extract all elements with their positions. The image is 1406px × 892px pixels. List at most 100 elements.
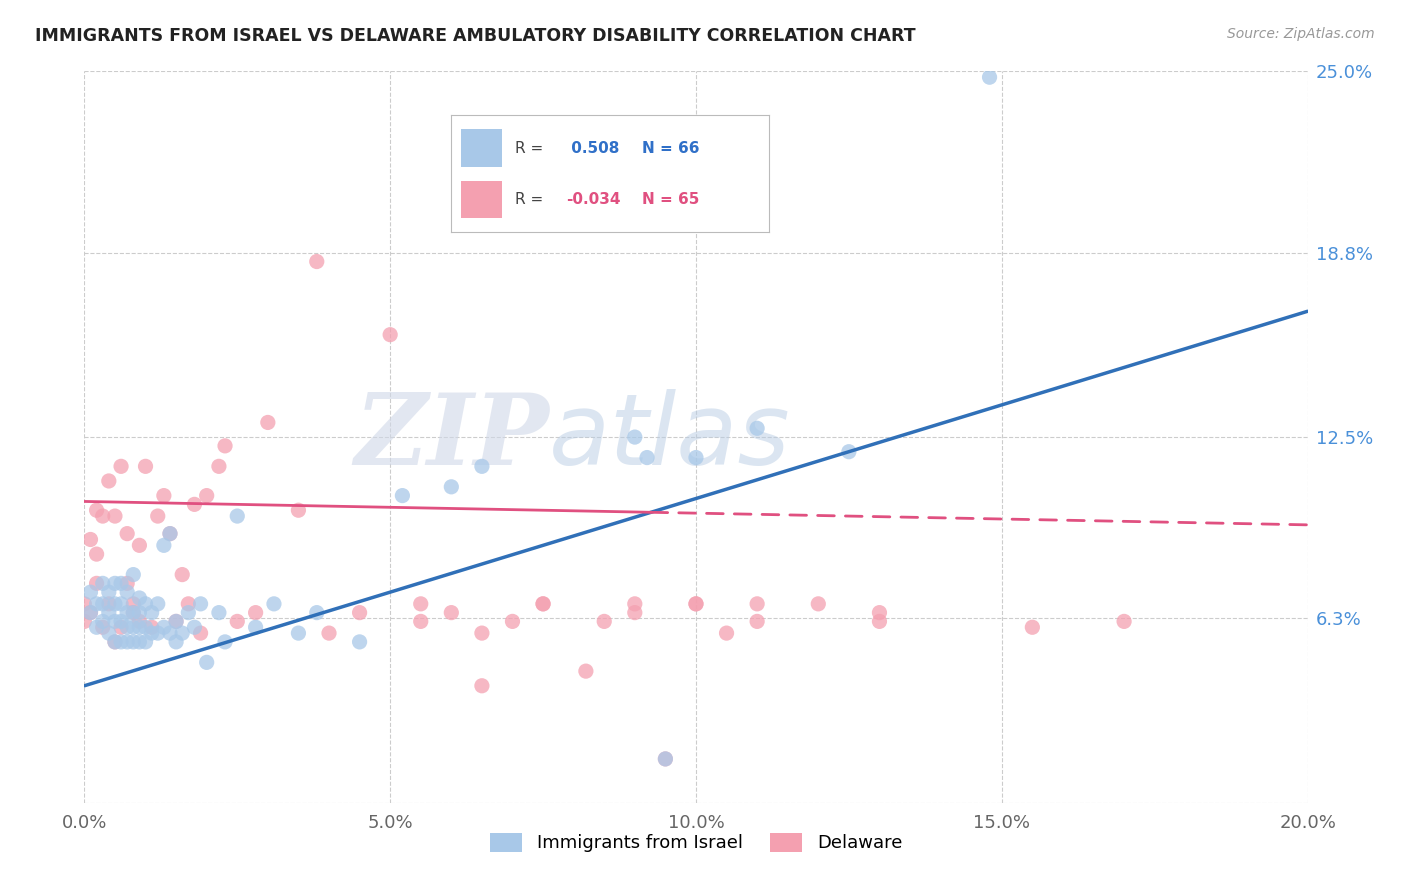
Text: atlas: atlas bbox=[550, 389, 790, 485]
Point bbox=[146, 597, 169, 611]
Point bbox=[654, 752, 676, 766]
Point bbox=[716, 626, 738, 640]
Point bbox=[97, 626, 120, 640]
Point bbox=[91, 615, 114, 629]
Text: ZIP: ZIP bbox=[354, 389, 550, 485]
Point bbox=[86, 576, 108, 591]
Point bbox=[177, 597, 200, 611]
Point bbox=[141, 606, 163, 620]
Point bbox=[391, 489, 413, 503]
Point bbox=[122, 606, 145, 620]
Point bbox=[685, 597, 707, 611]
Point bbox=[115, 620, 138, 634]
Point bbox=[115, 576, 138, 591]
Point bbox=[153, 489, 176, 503]
Point bbox=[636, 450, 658, 465]
Point bbox=[141, 626, 163, 640]
Point bbox=[159, 526, 181, 541]
Point bbox=[115, 585, 138, 599]
Point bbox=[73, 597, 96, 611]
Point bbox=[685, 597, 707, 611]
Point bbox=[263, 597, 285, 611]
Point bbox=[97, 585, 120, 599]
Point bbox=[807, 597, 830, 611]
Point bbox=[110, 597, 132, 611]
Point bbox=[172, 626, 194, 640]
Point bbox=[110, 576, 132, 591]
Point bbox=[110, 459, 132, 474]
Point bbox=[208, 606, 231, 620]
Point bbox=[128, 606, 150, 620]
Point bbox=[245, 620, 267, 634]
Text: IMMIGRANTS FROM ISRAEL VS DELAWARE AMBULATORY DISABILITY CORRELATION CHART: IMMIGRANTS FROM ISRAEL VS DELAWARE AMBUL… bbox=[35, 27, 915, 45]
Point bbox=[104, 635, 127, 649]
Point bbox=[73, 615, 96, 629]
Point bbox=[575, 664, 598, 678]
Point bbox=[838, 444, 860, 458]
Point bbox=[287, 626, 309, 640]
Point bbox=[226, 615, 249, 629]
Point bbox=[190, 597, 212, 611]
Point bbox=[104, 509, 127, 524]
Point bbox=[86, 597, 108, 611]
Point bbox=[97, 474, 120, 488]
Point bbox=[146, 626, 169, 640]
Point bbox=[177, 606, 200, 620]
Point bbox=[471, 626, 494, 640]
Point bbox=[195, 489, 218, 503]
Point bbox=[531, 597, 554, 611]
Point bbox=[79, 533, 101, 547]
Point bbox=[979, 70, 1001, 85]
Point bbox=[122, 597, 145, 611]
Point bbox=[318, 626, 340, 640]
Point bbox=[135, 459, 157, 474]
Point bbox=[409, 597, 432, 611]
Point bbox=[104, 597, 127, 611]
Legend: Immigrants from Israel, Delaware: Immigrants from Israel, Delaware bbox=[482, 826, 910, 860]
Point bbox=[86, 547, 108, 561]
Point bbox=[122, 620, 145, 634]
Point bbox=[165, 635, 187, 649]
Point bbox=[79, 585, 101, 599]
Point bbox=[128, 620, 150, 634]
Point bbox=[747, 615, 769, 629]
Point bbox=[104, 576, 127, 591]
Point bbox=[747, 597, 769, 611]
Point bbox=[471, 459, 494, 474]
Point bbox=[208, 459, 231, 474]
Point bbox=[135, 620, 157, 634]
Point bbox=[214, 439, 236, 453]
Point bbox=[153, 620, 176, 634]
Point bbox=[1021, 620, 1043, 634]
Point bbox=[115, 635, 138, 649]
Point bbox=[440, 606, 463, 620]
Point bbox=[869, 606, 891, 620]
Point bbox=[624, 597, 647, 611]
Point bbox=[91, 597, 114, 611]
Point bbox=[214, 635, 236, 649]
Point bbox=[502, 615, 524, 629]
Point bbox=[91, 576, 114, 591]
Point bbox=[685, 450, 707, 465]
Point bbox=[122, 606, 145, 620]
Point bbox=[91, 509, 114, 524]
Point bbox=[122, 635, 145, 649]
Point bbox=[183, 620, 205, 634]
Point bbox=[128, 615, 150, 629]
Point bbox=[747, 421, 769, 435]
Point bbox=[115, 606, 138, 620]
Point bbox=[165, 615, 187, 629]
Point bbox=[245, 606, 267, 620]
Point bbox=[86, 620, 108, 634]
Point bbox=[128, 591, 150, 605]
Point bbox=[440, 480, 463, 494]
Point bbox=[165, 615, 187, 629]
Point bbox=[122, 567, 145, 582]
Point bbox=[190, 626, 212, 640]
Point bbox=[349, 606, 371, 620]
Point bbox=[79, 606, 101, 620]
Point bbox=[869, 615, 891, 629]
Point bbox=[153, 538, 176, 552]
Point bbox=[104, 635, 127, 649]
Point bbox=[135, 635, 157, 649]
